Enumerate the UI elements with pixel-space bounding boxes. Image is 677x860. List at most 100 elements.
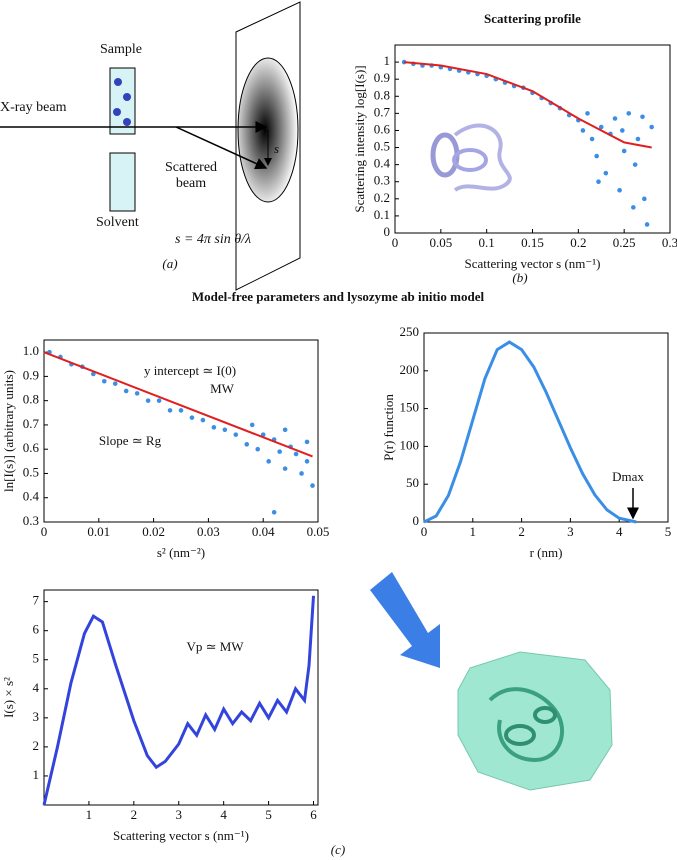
x-tick-label: 0.02	[142, 524, 165, 539]
y-axis-label: P(r) function	[381, 394, 396, 461]
y-tick-label: 0.7	[23, 416, 40, 431]
y-tick-label: 0.6	[23, 440, 40, 455]
y-tick-label: 1.0	[23, 343, 39, 358]
y-tick-label: 0.5	[374, 139, 390, 154]
y-tick-label: 0	[384, 224, 391, 239]
data-point	[617, 187, 622, 193]
x-tick-label: 4	[616, 524, 623, 539]
annotation: Slope ≃ Rg	[99, 433, 162, 448]
x-tick-label: 0.2	[570, 235, 586, 250]
x-tick-label: 0	[41, 524, 48, 539]
sample-tube	[109, 67, 136, 135]
data-point	[244, 442, 250, 447]
y-axis-label: I(s) × s²	[1, 677, 16, 718]
data-point	[293, 451, 299, 457]
series-line	[423, 340, 637, 524]
y-tick-label: 50	[406, 475, 419, 490]
x-tick-label: 4	[220, 807, 227, 822]
y-tick-label: 0	[413, 513, 420, 528]
y-tick-label: 0.4	[374, 156, 391, 171]
data-point	[635, 136, 641, 142]
x-tick-label: 2	[518, 524, 525, 539]
x-tick-label: 0.05	[429, 235, 452, 250]
data-point	[249, 422, 255, 428]
flow-arrow	[370, 572, 440, 668]
data-point	[621, 148, 627, 154]
data-point	[594, 153, 599, 159]
solvent-tube	[109, 152, 136, 212]
x-tick-label: 3	[176, 807, 183, 822]
data-point	[91, 371, 96, 377]
data-point	[304, 439, 310, 445]
scattered-arrow	[175, 126, 268, 170]
y-tick-label: 0.9	[374, 70, 390, 85]
data-point	[282, 427, 288, 433]
data-point	[282, 466, 288, 471]
solvent-label: Solvent	[96, 215, 139, 230]
y-tick-label: 2	[33, 738, 40, 753]
particle	[113, 108, 121, 116]
panel-label: (c)	[331, 842, 345, 857]
series-line	[43, 351, 313, 458]
data-point	[156, 398, 162, 403]
y-tick-label: 6	[33, 622, 40, 637]
data-point	[596, 179, 601, 185]
y-tick-label: 100	[400, 437, 420, 452]
panel-label: (b)	[512, 270, 527, 285]
x-axis-label: r (nm)	[530, 545, 563, 560]
particle	[123, 93, 131, 101]
data-point	[632, 162, 638, 167]
data-point	[178, 408, 184, 413]
plot-frame	[43, 339, 319, 523]
y-tick-label: 4	[33, 680, 40, 695]
figure-title: Model-free parameters and lysozyme ab in…	[192, 289, 485, 304]
chart-title: Scattering profile	[484, 11, 581, 26]
protein-ribbon	[430, 123, 512, 192]
data-point	[145, 398, 151, 403]
y-tick-label: 0.6	[374, 121, 391, 136]
vector-label: s	[274, 141, 279, 156]
y-tick-label: 1	[384, 53, 391, 68]
sample-label: Sample	[100, 42, 142, 57]
data-point	[123, 388, 129, 394]
annotation: Dmax	[612, 469, 644, 484]
x-tick-label: 1	[86, 807, 93, 822]
y-tick-label: 0.7	[374, 104, 391, 119]
x-tick-label: 0.03	[197, 524, 220, 539]
data-point	[299, 471, 304, 476]
xray-label: X-ray beam	[0, 100, 67, 115]
data-point	[200, 417, 206, 423]
y-axis-label: ln[I(s)] (arbitrary units)	[1, 370, 16, 492]
data-point	[580, 128, 586, 133]
x-tick-label: 0	[392, 235, 399, 250]
y-tick-label: 0.2	[374, 190, 390, 205]
data-point	[644, 222, 650, 227]
x-tick-label: 0.3	[662, 235, 677, 250]
x-tick-label: 5	[265, 807, 272, 822]
y-tick-label: 150	[400, 400, 420, 415]
data-point	[598, 124, 604, 130]
plot-frame	[43, 589, 319, 806]
x-tick-label: 2	[131, 807, 138, 822]
annotation: MW	[210, 381, 235, 396]
data-point	[277, 449, 282, 454]
y-tick-label: 3	[33, 709, 40, 724]
annotation: y intercept ≃ I(0)	[144, 363, 236, 378]
data-point	[112, 381, 118, 386]
data-point	[101, 378, 107, 384]
x-tick-label: 1	[470, 524, 477, 539]
scattered-label: Scattered beam	[164, 160, 218, 191]
data-point	[211, 425, 217, 430]
annotation: Vp ≃ MW	[186, 639, 244, 654]
y-tick-label: 7	[33, 593, 40, 608]
x-tick-label: 3	[567, 524, 574, 539]
data-point	[631, 205, 636, 210]
data-point	[271, 509, 277, 515]
data-point	[649, 124, 654, 130]
y-tick-label: 0.8	[23, 392, 39, 407]
data-point	[589, 136, 595, 142]
data-point	[260, 432, 266, 437]
y-tick-label: 200	[400, 362, 420, 377]
